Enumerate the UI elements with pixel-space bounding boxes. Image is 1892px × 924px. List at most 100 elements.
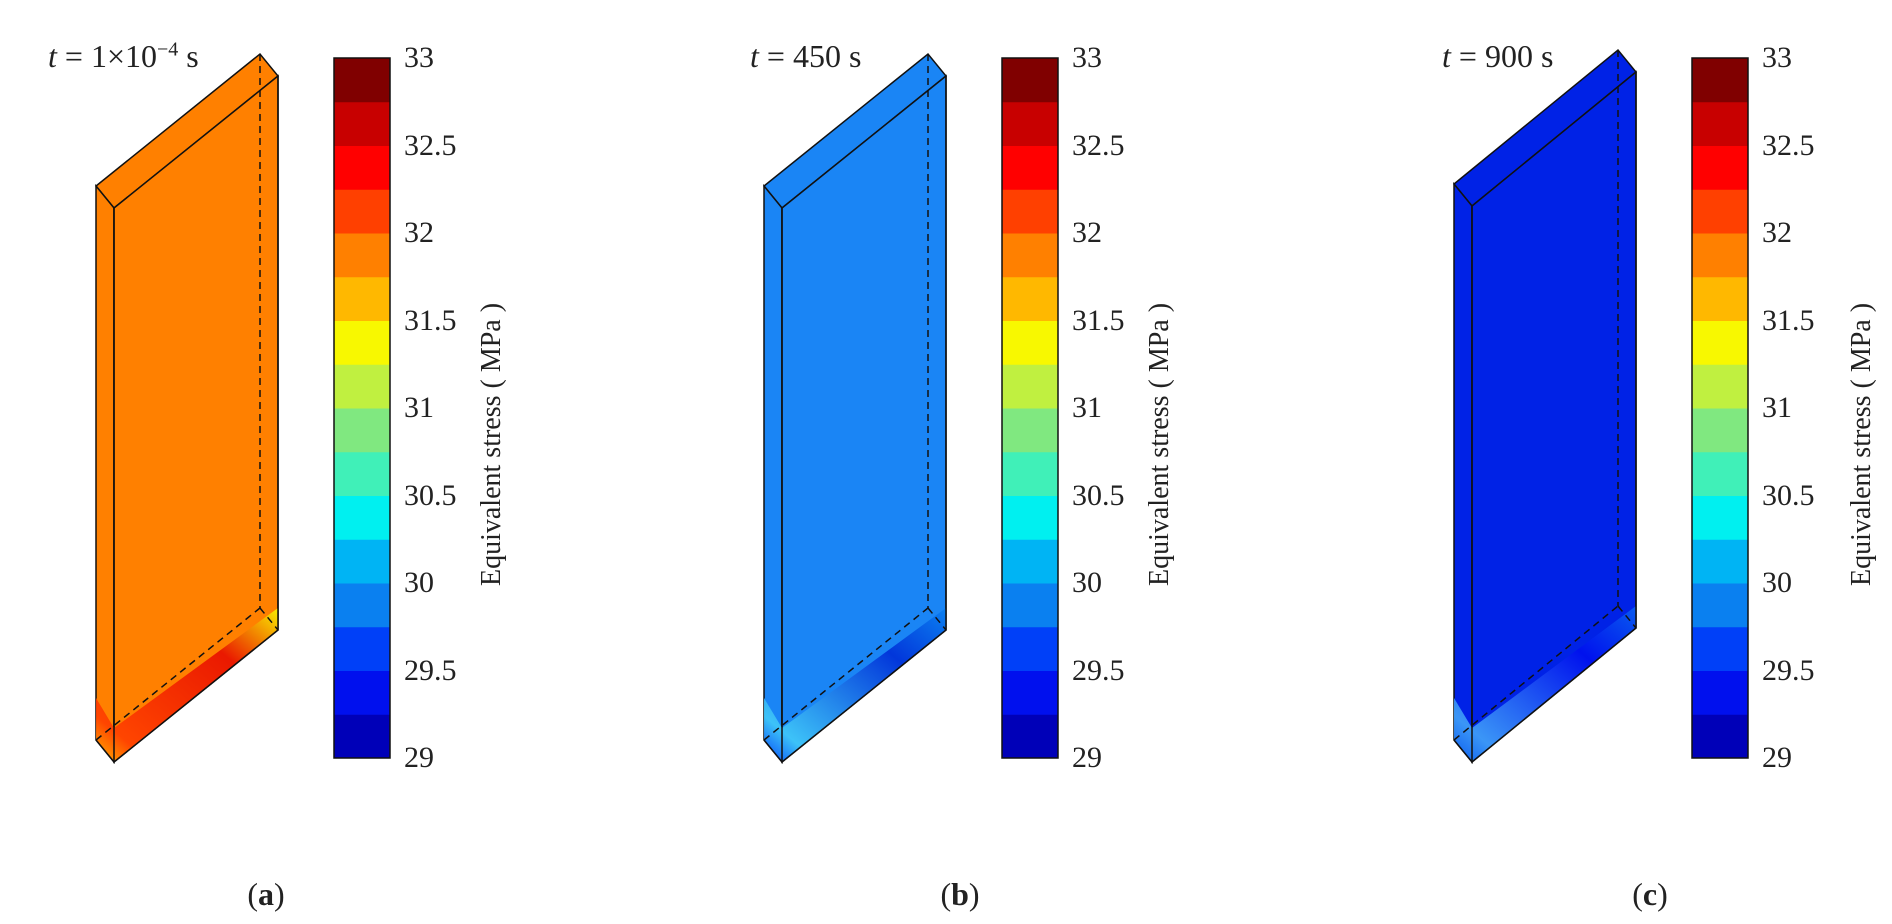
colorbar-segment [334,145,390,190]
panel-caption: (a) [247,876,285,912]
colorbar-segment [334,583,390,628]
colorbar-tick-label: 29.5 [1762,653,1815,687]
slab-left-face [763,183,783,765]
colorbar-tick-label: 30 [1762,566,1792,599]
colorbar-segment [1692,233,1748,278]
colorbar-tick-label: 29 [1762,741,1792,774]
colorbar-segment [1002,189,1058,234]
colorbar-segment [334,714,390,759]
colorbar-segment [1692,583,1748,628]
colorbar-segment [334,101,390,146]
colorbar-segment [1692,714,1748,759]
slab-base-stress-band [764,608,946,762]
colorbar-segment [1692,408,1748,453]
colorbar-tick-label: 32.5 [1072,128,1125,162]
colorbar-label: Equivalent stress ( MPa ) [1144,302,1175,586]
slab-left-face [95,183,115,765]
colorbar-tick-label: 29.5 [404,653,457,687]
colorbar-segment [1692,626,1748,671]
colorbar-segment [1002,495,1058,540]
slab-outline [95,76,279,764]
colorbar-tick-label: 32.5 [404,128,457,162]
colorbar-tick-label: 30.5 [1072,478,1125,512]
colorbar-label: Equivalent stress ( MPa ) [1846,302,1877,586]
colorbar-tick-label: 33 [1762,41,1792,74]
colorbar-tick-label: 33 [404,41,434,74]
colorbar-segment [334,189,390,234]
colorbar-tick-label: 30.5 [1762,478,1815,512]
colorbar-label: Equivalent stress ( MPa ) [476,302,507,586]
colorbar-tick-label: 32 [1072,216,1102,249]
colorbar-segment [334,408,390,453]
colorbar-tick-label: 32.5 [1762,128,1815,162]
time-label: t = 900 s [1442,38,1554,74]
colorbar-segment [1692,276,1748,321]
time-label: t = 1×10−4 s [48,38,199,74]
hidden-edge [927,607,947,631]
colorbar-segment [334,451,390,496]
colorbar-segment [1692,145,1748,190]
slab-outline [763,76,947,764]
colorbar-tick-label: 31 [404,391,434,424]
colorbar-tick-label: 30 [1072,566,1102,599]
colorbar-tick-label: 30.5 [404,478,457,512]
slab-left-face [1453,181,1473,765]
colorbar-frame [333,57,391,759]
slab-figure [1452,48,1749,765]
colorbar-tick-label: 29 [1072,741,1102,774]
colorbar-segment [334,626,390,671]
colorbar-segment [1002,408,1058,453]
colorbar-segment [1692,495,1748,540]
colorbar-segment [1002,101,1058,146]
colorbar-tick-label: 30 [404,566,434,599]
panel-c: t = 900 s Equivalent stress ( MPa ) (c) … [1258,0,1878,924]
slab-figure [94,52,391,765]
colorbar-tick-label: 33 [1072,41,1102,74]
colorbar-tick-label: 29.5 [1072,653,1125,687]
slab-figure [762,52,1059,765]
slab-outline [1453,72,1637,764]
colorbar-tick-label: 29 [404,741,434,774]
slab-base-stress-band [1454,606,1636,762]
colorbar-segment [1692,320,1748,365]
colorbar-frame [1001,57,1059,759]
colorbar-tick-label: 31.5 [1072,303,1125,337]
panel-caption: (c) [1632,876,1668,912]
colorbar-segment [334,58,390,103]
colorbar-segment [1002,714,1058,759]
colorbar-segment [1002,626,1058,671]
colorbar-segment [1692,58,1748,103]
colorbar-segment [334,364,390,409]
colorbar-segment [1002,58,1058,103]
panel-a: t = 1×10−4 s Equivalent stress ( MPa ) (… [0,0,620,924]
panel-caption: (b) [940,876,980,912]
colorbar-segment [334,670,390,715]
colorbar-segment [334,233,390,278]
slab-base-stress-band [96,608,278,762]
colorbar-segment [1692,364,1748,409]
colorbar-tick-label: 31.5 [1762,303,1815,337]
time-label: t = 450 s [750,38,862,74]
colorbar-segment [1002,451,1058,496]
colorbar-segment [1692,539,1748,584]
colorbar-segment [1692,451,1748,496]
panel-b: t = 450 s Equivalent stress ( MPa ) (b) … [668,0,1288,924]
colorbar-tick-label: 31 [1762,391,1792,424]
colorbar-segment [1002,364,1058,409]
colorbar-segment [1002,320,1058,365]
colorbar-segment [1002,539,1058,584]
colorbar-tick-label: 31.5 [404,303,457,337]
colorbar-segment [1692,670,1748,715]
colorbar-segment [1692,189,1748,234]
colorbar-tick-label: 32 [404,216,434,249]
colorbar-segment [1692,101,1748,146]
colorbar-segment [1002,583,1058,628]
colorbar-segment [334,495,390,540]
colorbar-segment [1002,276,1058,321]
colorbar-segment [334,276,390,321]
hidden-edge [259,607,279,631]
colorbar-segment [334,539,390,584]
colorbar-segment [1002,145,1058,190]
colorbar-tick-label: 31 [1072,391,1102,424]
colorbar-tick-label: 32 [1762,216,1792,249]
